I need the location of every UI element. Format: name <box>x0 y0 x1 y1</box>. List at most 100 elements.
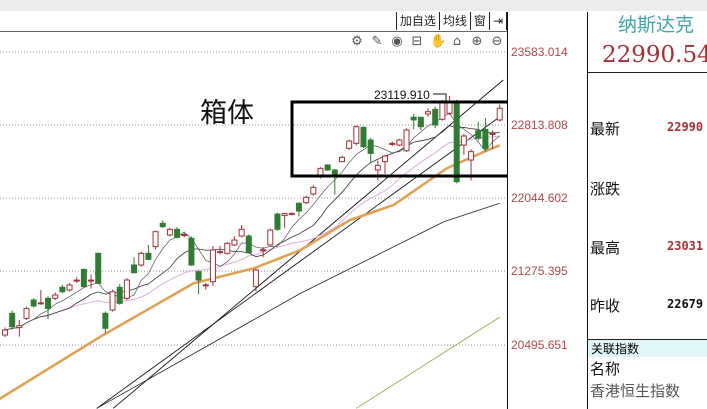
window-button[interactable]: 窗 <box>469 12 489 30</box>
ma-thick-line <box>0 144 501 401</box>
pen-icon[interactable]: ✎ <box>371 34 383 49</box>
candle-up <box>374 164 381 171</box>
candle-down <box>367 139 374 154</box>
candle-up <box>37 302 44 305</box>
candle-down <box>9 312 16 328</box>
candlestick-chart[interactable]: 箱体 23119.910 <box>0 32 507 409</box>
ma-long-line <box>96 202 500 409</box>
row-label: 最高 <box>590 239 621 257</box>
lock-icon[interactable]: ⌂ <box>452 34 462 49</box>
candle-down <box>159 222 166 228</box>
candle-down <box>131 264 138 274</box>
candle-up <box>267 229 274 246</box>
candle-up <box>181 234 188 237</box>
candle-up <box>496 107 503 121</box>
ma5-line <box>4 112 500 331</box>
high-price-label: 23119.910 <box>374 88 430 102</box>
candle-up <box>138 252 145 266</box>
candle-down <box>116 286 123 304</box>
candle-up <box>338 156 345 163</box>
row-value: 23031 <box>667 239 704 253</box>
candle-up <box>209 249 216 283</box>
candle-up <box>52 294 59 299</box>
candle-down <box>174 228 181 238</box>
candle-down <box>245 235 252 254</box>
candle-up <box>202 284 209 287</box>
candle-down <box>95 252 102 284</box>
panel-divider <box>587 12 588 409</box>
y-tick-label: 23583.014 <box>511 45 568 59</box>
collapse-panel-button[interactable]: ⇥ <box>488 12 507 30</box>
candle-up <box>252 269 259 288</box>
candle-up <box>66 284 73 291</box>
related-index-item[interactable]: 香港恒生指数 <box>590 382 681 400</box>
candle-down <box>324 164 331 171</box>
row-value: 22990 <box>667 120 704 134</box>
box-range-rectangle <box>290 100 507 178</box>
candle-down <box>295 202 302 212</box>
candle-up <box>238 228 245 237</box>
candle-down <box>432 108 439 126</box>
candle-up <box>16 325 23 329</box>
candle-down <box>410 116 417 121</box>
panel-separator <box>588 72 707 73</box>
candle-up <box>281 213 288 217</box>
add-watchlist-button[interactable]: 加自选 <box>395 12 439 30</box>
zoom-in-icon[interactable]: ⊕ <box>471 34 483 49</box>
candle-up <box>109 291 116 311</box>
candle-up <box>231 239 238 246</box>
related-name-header: 名称 <box>590 360 621 378</box>
last-price: 22990.54 <box>602 42 707 68</box>
quote-panel: 纳斯达克 22990.54 最新 22990 涨跌 最高 23031 昨收 22679… <box>588 0 707 409</box>
moving-average-button[interactable]: 均线 <box>438 12 470 30</box>
candle-up <box>425 111 432 115</box>
candle-up <box>403 129 410 152</box>
candle-up <box>468 151 475 161</box>
row-value: 22679 <box>667 297 704 311</box>
box-annotation-label: 箱体 <box>200 98 254 129</box>
toolbox-icon[interactable]: ⊟ <box>411 34 423 49</box>
candle-down <box>195 271 202 281</box>
quote-row-change: 涨跌 <box>590 178 707 199</box>
candle-up <box>310 186 317 195</box>
eye-icon[interactable]: ◉ <box>391 34 403 49</box>
candle-up <box>460 135 467 146</box>
zoom-out-icon[interactable]: ⊖ <box>491 34 503 49</box>
candle-up <box>389 142 396 145</box>
candle-up <box>23 307 30 319</box>
row-label: 涨跌 <box>590 180 621 198</box>
candle-up <box>152 231 159 248</box>
toolbar-divider <box>0 31 507 32</box>
candle-down <box>475 130 482 139</box>
quote-row-high: 最高 23031 <box>590 237 707 258</box>
candle-down <box>360 126 367 148</box>
y-tick-label: 22813.808 <box>511 118 568 132</box>
high-price-arrow <box>433 93 447 101</box>
candle-up <box>439 101 446 120</box>
row-label: 最新 <box>590 120 621 138</box>
candle-down <box>80 268 87 288</box>
candle-up <box>88 279 95 282</box>
candle-up <box>123 279 130 299</box>
y-tick-label: 22044.602 <box>511 191 568 205</box>
axis-divider <box>507 12 508 409</box>
window-top-strip <box>0 0 707 11</box>
y-tick-label: 21275.395 <box>511 264 568 278</box>
instrument-name: 纳斯达克 <box>618 14 695 36</box>
candle-up <box>489 132 496 135</box>
candle-down <box>59 286 66 293</box>
candle-down <box>188 237 195 266</box>
chart-toolbar: 加自选 均线 窗 ⇥ <box>395 12 507 30</box>
gear-icon[interactable]: ⚙ <box>351 34 363 49</box>
hand-icon[interactable]: ✋ <box>430 34 447 49</box>
candle-down <box>45 297 52 309</box>
ma10-line <box>4 125 500 331</box>
trend-line <box>96 116 500 409</box>
quote-row-latest: 最新 22990 <box>590 118 707 139</box>
candle-up <box>224 242 231 254</box>
candle-down <box>102 312 109 329</box>
chart-tools: ⚙ ✎ ◉ ⊟ ✋ ⌂ ⊕ ⊖ <box>350 34 504 49</box>
candle-up <box>73 279 80 282</box>
ma-olive-line <box>356 316 500 409</box>
candle-down <box>145 252 152 260</box>
